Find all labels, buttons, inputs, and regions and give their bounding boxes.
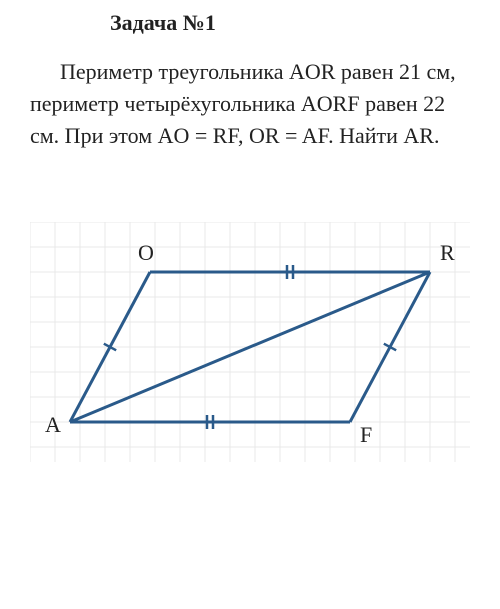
- geometry-diagram: A O R F: [30, 222, 470, 462]
- svg-text:R: R: [440, 240, 455, 265]
- grid: [30, 222, 470, 462]
- diagram-svg: A O R F: [30, 222, 470, 462]
- svg-text:F: F: [360, 422, 372, 447]
- problem-title: Задача №1: [110, 10, 470, 36]
- svg-text:O: O: [138, 240, 154, 265]
- problem-statement: Периметр треугольника AOR равен 21 см, п…: [30, 56, 470, 152]
- svg-text:A: A: [45, 412, 61, 437]
